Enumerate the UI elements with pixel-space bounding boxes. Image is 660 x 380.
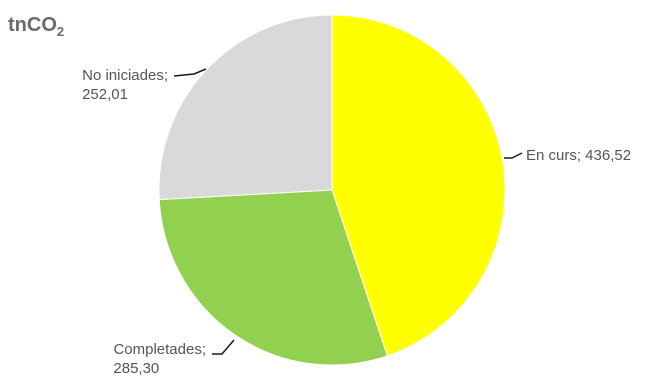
chart-title-main: tnCO: [8, 14, 57, 36]
leader-line-completades: [212, 339, 235, 355]
leader-line-en-curs: [504, 152, 523, 159]
chart-title-subscript: 2: [57, 24, 64, 39]
data-labels: En curs; 436,52 Completades; 285,30 No inic…: [82, 67, 631, 377]
chart-title: tnCO2: [8, 14, 64, 39]
data-label-completades-name: Completades;: [113, 341, 206, 358]
leader-lines: [173, 68, 523, 355]
leader-line-no-iniciades: [173, 68, 207, 77]
data-label-en-curs: En curs; 436,52: [526, 147, 631, 164]
data-label-no-iniciades-value: 252,01: [82, 86, 128, 103]
pie-slice-no-iniciades: [158, 14, 333, 201]
data-label-completades-value: 285,30: [113, 360, 159, 377]
data-label-no-iniciades-name: No iniciades;: [82, 67, 168, 84]
pie-slices: [158, 14, 506, 366]
pie-slice-completades: [158, 189, 388, 366]
pie-slice-en-curs: [331, 14, 506, 357]
